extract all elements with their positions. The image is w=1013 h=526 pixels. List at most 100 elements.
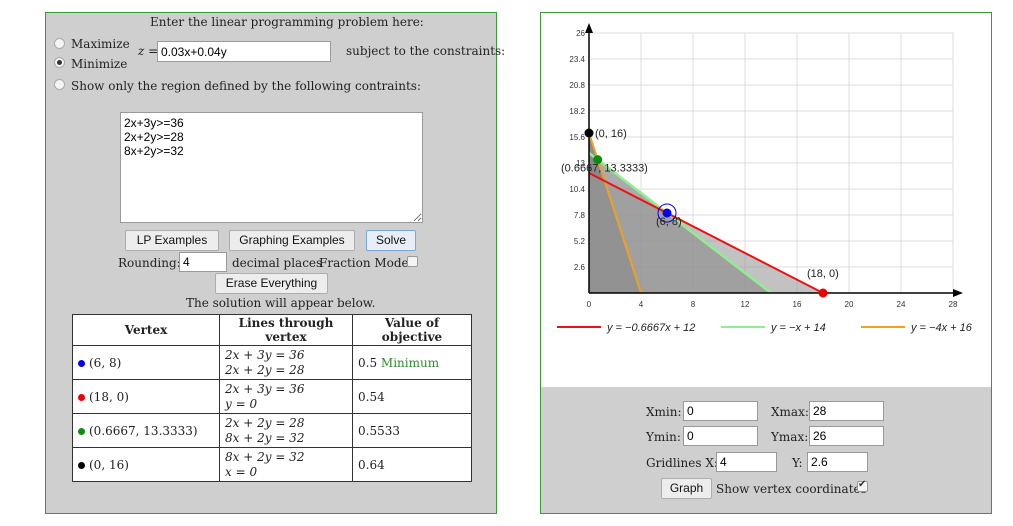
lp-examples-button[interactable]: LP Examples [125,230,219,251]
vertex-cell: (18, 0) [72,379,220,414]
lines-cell: 2x + 2y = 28 8x + 2y = 32 [219,413,353,448]
table-header-lines: Lines through vertex [219,314,353,346]
legend-label: y = −0.6667x + 12 [606,322,695,334]
line-red [588,172,824,294]
xmin-input[interactable] [683,401,758,421]
y-tick-label: 13 [576,159,585,168]
solution-table: Vertex Lines through vertex Value of obj… [72,314,472,482]
table-row: (0, 16) 8x + 2y = 32 x = 0 0.64 [72,447,472,482]
vertex-point-6-8 [662,208,672,218]
x-tick-label: 0 [587,300,592,309]
minimum-highlight-ring [657,203,677,223]
x-tick-label: 24 [897,300,906,309]
lines-cell: 2x + 3y = 36 y = 0 [219,379,353,414]
vertex-point-18-0 [818,288,828,298]
gridlines-x-input[interactable] [716,452,777,472]
legend-label: y = −4x + 16 [910,322,973,334]
feasible-region-graph[interactable]: 0 4 8 12 16 20 24 28 2.6 5.2 7.8 10.4 13 15.6 18.2 20.8… [541,13,991,343]
xmax-label: Xmax: [771,405,809,419]
objective-prefix: z = [138,44,159,58]
vertex-labels: (0, 16) (0.6667, 13.3333) (6, 8) (18, 0) [561,128,839,280]
graph-button[interactable]: Graph [661,478,712,499]
line-eq: 2x + 2y = 28 [225,362,305,377]
x-tick-label: 16 [793,300,802,309]
feasible-region [589,133,823,293]
decimal-places-label: decimal places [232,256,323,270]
blue-dot-icon [78,359,85,367]
xmax-input[interactable] [809,401,884,421]
table-row: (6, 8) 2x + 3y = 36 2x + 2y = 28 0.5 Mini… [72,345,472,380]
y-tick-label: 10.4 [569,185,585,194]
red-dot-icon [78,393,85,401]
xmin-label: Xmin: [646,405,682,419]
table-header-row: Vertex Lines through vertex Value of obj… [72,314,472,346]
line-green [588,152,772,294]
vertex-coordinate-label: (0.6667, 13.3333) [561,163,648,175]
y-tick-label: 26 [576,29,585,38]
line-eq: y = 0 [225,396,258,411]
vertex-cell: (0.6667, 13.3333) [72,413,220,448]
vertex-points [584,128,828,298]
tick-labels: 0 4 8 12 16 20 24 28 2.6 5.2 7.8 10.4 13 15.6 18.2 20.8… [569,29,958,309]
y-tick-label: 18.2 [569,107,585,116]
solve-button[interactable]: Solve [366,230,416,251]
objective-cell: 0.54 [352,379,472,414]
x-axis-arrow-icon [953,289,963,297]
vertex-coordinate-label: (6, 8) [656,216,682,228]
solution-note: The solution will appear below. [186,296,376,310]
subject-to-label: subject to the constraints: [346,44,506,58]
objective-input[interactable] [157,41,331,62]
show-vertex-label: Show vertex coordinates [716,482,867,496]
graph-panel: 0 4 8 12 16 20 24 28 2.6 5.2 7.8 10.4 13 15.6 18.2 20.8… [540,12,992,514]
lines-cell: 8x + 2y = 32 x = 0 [219,447,353,482]
y-tick-label: 20.8 [569,81,585,90]
gridlines-y-input[interactable] [807,452,868,472]
vertex-text: (18, 0) [89,389,129,404]
show-vertex-checkbox[interactable] [857,479,868,492]
y-tick-label: 15.6 [569,133,585,142]
y-tick-label: 5.2 [574,237,586,246]
y-tick-label: 23.4 [569,55,585,64]
vertex-text: (6, 8) [89,355,122,370]
constraints-textarea[interactable]: 2x+3y>=36 2x+2y>=28 8x+2y>=32 [120,112,423,223]
vertex-coordinate-label: (0, 16) [595,128,627,140]
ymin-input[interactable] [683,426,758,446]
x-tick-label: 20 [845,300,854,309]
y-tick-label: 2.6 [574,263,586,272]
objective-value: 0.54 [358,389,385,404]
table-header-vertex: Vertex [72,314,220,346]
line-eq: 2x + 2y = 28 [225,415,305,430]
fraction-mode-checkbox[interactable] [407,256,418,267]
maximize-label: Maximize [71,37,130,51]
line-eq: 8x + 2y = 32 [225,449,305,464]
graphing-examples-button[interactable]: Graphing Examples [229,230,355,251]
x-tick-label: 4 [639,300,644,309]
vertex-cell: (6, 8) [72,345,220,380]
rounding-label: Rounding: [118,256,181,270]
ymax-input[interactable] [809,426,884,446]
table-row: (0.6667, 13.3333) 2x + 2y = 28 8x + 2y = … [72,413,472,448]
objective-cell: 0.5 Minimum [352,345,472,380]
green-dot-icon [78,427,85,435]
ymin-label: Ymin: [646,430,681,444]
graph-controls: Xmin: Xmax: Ymin: Ymax: Gridlines X: Y: … [541,387,991,513]
objective-value: 0.64 [358,457,385,472]
maximize-radio[interactable] [54,38,65,49]
erase-everything-button[interactable]: Erase Everything [215,273,328,294]
region-only-label: Show only the region defined by the foll… [71,79,421,93]
lp-input-panel: Enter the linear programming problem her… [45,12,505,514]
objective-cell: 0.64 [352,447,472,482]
gridlines-y-label: Y: [792,456,803,470]
region-only-radio[interactable] [54,79,65,90]
line-eq: x = 0 [225,464,258,479]
minimize-label: Minimize [71,57,128,71]
axes [585,23,963,297]
line-eq: 8x + 2y = 32 [225,430,305,445]
lp-header: Enter the linear programming problem her… [150,15,424,29]
table-row: (18, 0) 2x + 3y = 36 y = 0 0.54 [72,379,472,414]
objective-value: 0.5 [358,355,378,370]
rounding-input[interactable] [179,252,227,272]
minimize-radio[interactable] [54,57,65,68]
objective-cell: 0.5533 [352,413,472,448]
gridlines-x-label: Gridlines X: [646,456,718,470]
